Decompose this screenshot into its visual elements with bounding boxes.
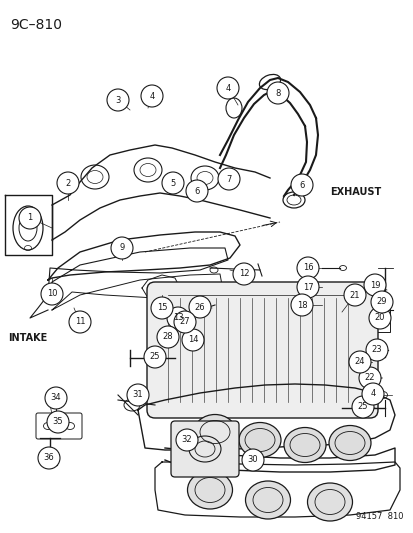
Text: 28: 28 bbox=[162, 333, 173, 342]
Text: 25: 25 bbox=[150, 352, 160, 361]
Text: 4: 4 bbox=[370, 390, 375, 399]
Circle shape bbox=[69, 311, 91, 333]
Circle shape bbox=[363, 274, 385, 296]
Text: 4: 4 bbox=[225, 84, 230, 93]
FancyBboxPatch shape bbox=[171, 421, 238, 477]
Ellipse shape bbox=[238, 423, 280, 457]
Ellipse shape bbox=[307, 483, 351, 521]
Circle shape bbox=[176, 429, 197, 451]
Text: 1: 1 bbox=[27, 214, 33, 222]
Text: 2: 2 bbox=[65, 179, 71, 188]
Circle shape bbox=[361, 383, 383, 405]
Circle shape bbox=[233, 263, 254, 285]
Circle shape bbox=[166, 307, 189, 329]
Circle shape bbox=[189, 296, 211, 318]
Circle shape bbox=[242, 449, 263, 471]
Text: 8: 8 bbox=[275, 88, 280, 98]
Circle shape bbox=[182, 329, 204, 351]
Circle shape bbox=[107, 89, 129, 111]
Bar bbox=[171, 331, 185, 341]
Circle shape bbox=[290, 294, 312, 316]
Circle shape bbox=[370, 291, 392, 313]
Ellipse shape bbox=[328, 425, 370, 461]
Text: 31: 31 bbox=[133, 391, 143, 400]
Circle shape bbox=[141, 85, 163, 107]
Circle shape bbox=[173, 311, 195, 333]
Circle shape bbox=[185, 180, 207, 202]
Circle shape bbox=[266, 82, 288, 104]
Circle shape bbox=[161, 172, 183, 194]
Circle shape bbox=[368, 307, 390, 329]
Circle shape bbox=[144, 346, 166, 368]
Text: 23: 23 bbox=[371, 345, 381, 354]
Text: 29: 29 bbox=[376, 297, 386, 306]
Text: 26: 26 bbox=[194, 303, 205, 311]
Ellipse shape bbox=[283, 427, 325, 463]
Circle shape bbox=[41, 283, 63, 305]
Circle shape bbox=[216, 77, 238, 99]
Text: 94157  810: 94157 810 bbox=[356, 512, 403, 521]
Circle shape bbox=[19, 207, 41, 229]
Ellipse shape bbox=[194, 415, 235, 449]
Text: 17: 17 bbox=[302, 282, 313, 292]
Circle shape bbox=[365, 339, 387, 361]
Text: EXHAUST: EXHAUST bbox=[329, 187, 380, 197]
Circle shape bbox=[218, 168, 240, 190]
Text: 25: 25 bbox=[357, 402, 367, 411]
Circle shape bbox=[351, 396, 373, 418]
Text: 7: 7 bbox=[226, 174, 231, 183]
Text: 12: 12 bbox=[238, 270, 249, 279]
Text: INTAKE: INTAKE bbox=[8, 333, 47, 343]
Circle shape bbox=[296, 276, 318, 298]
Circle shape bbox=[157, 326, 178, 348]
Circle shape bbox=[348, 351, 370, 373]
Text: 6: 6 bbox=[299, 181, 304, 190]
Text: 30: 30 bbox=[247, 456, 258, 464]
Circle shape bbox=[290, 174, 312, 196]
Text: 24: 24 bbox=[354, 358, 364, 367]
Text: 5: 5 bbox=[170, 179, 175, 188]
Text: 13: 13 bbox=[172, 313, 183, 322]
Text: 32: 32 bbox=[181, 435, 192, 445]
Text: 34: 34 bbox=[50, 393, 61, 402]
Text: 35: 35 bbox=[52, 417, 63, 426]
Circle shape bbox=[38, 447, 60, 469]
Circle shape bbox=[358, 367, 380, 389]
Text: 22: 22 bbox=[364, 374, 374, 383]
Bar bbox=[188, 316, 202, 326]
Text: 3: 3 bbox=[115, 95, 121, 104]
Text: 9: 9 bbox=[119, 244, 124, 253]
Text: 20: 20 bbox=[374, 313, 385, 322]
Text: 6: 6 bbox=[194, 187, 199, 196]
Text: 14: 14 bbox=[188, 335, 198, 344]
Text: 15: 15 bbox=[157, 303, 167, 312]
Circle shape bbox=[45, 387, 67, 409]
Text: 4: 4 bbox=[149, 92, 154, 101]
Text: 27: 27 bbox=[179, 318, 190, 327]
Circle shape bbox=[127, 384, 149, 406]
Circle shape bbox=[343, 284, 365, 306]
Ellipse shape bbox=[245, 481, 290, 519]
Bar bbox=[209, 300, 225, 310]
Circle shape bbox=[57, 172, 79, 194]
Text: 9C–810: 9C–810 bbox=[10, 18, 62, 32]
Text: 21: 21 bbox=[349, 290, 359, 300]
Circle shape bbox=[151, 297, 173, 319]
Circle shape bbox=[111, 237, 133, 259]
Text: 18: 18 bbox=[296, 301, 306, 310]
Circle shape bbox=[296, 257, 318, 279]
Text: 16: 16 bbox=[302, 263, 313, 272]
Text: 36: 36 bbox=[43, 454, 54, 463]
Text: 19: 19 bbox=[369, 280, 379, 289]
Ellipse shape bbox=[187, 471, 232, 509]
Text: 10: 10 bbox=[47, 289, 57, 298]
Circle shape bbox=[47, 411, 69, 433]
FancyBboxPatch shape bbox=[147, 282, 377, 418]
Bar bbox=[341, 302, 389, 332]
Text: 11: 11 bbox=[75, 318, 85, 327]
